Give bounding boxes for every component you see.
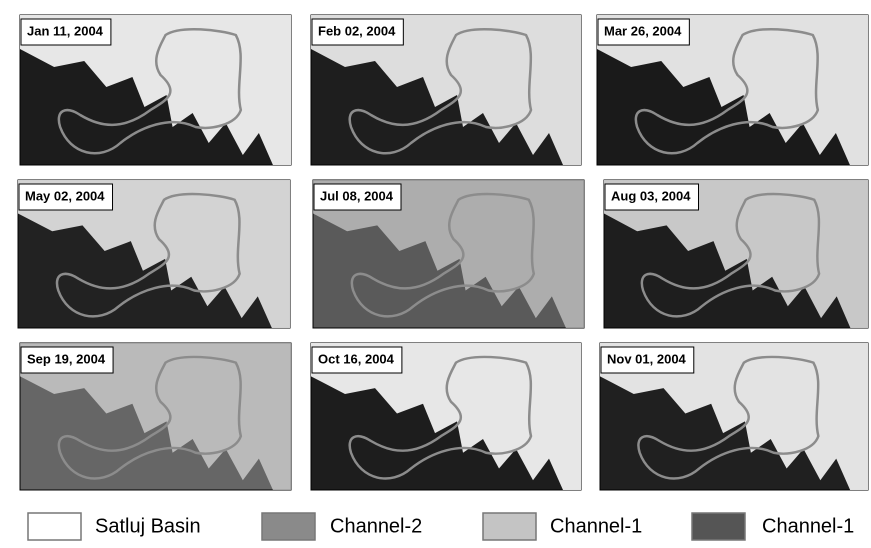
panel-date: May 02, 2004 [25, 188, 105, 203]
legend-label: Channel-1 [762, 515, 854, 537]
legend-swatch [692, 513, 745, 540]
satellite-panel: Nov 01, 2004 [600, 343, 868, 490]
satellite-panel: Oct 16, 2004 [311, 343, 581, 490]
panel-date: Nov 01, 2004 [607, 351, 687, 366]
figure: Jan 11, 2004 Feb 02, 2004 Mar 26, 2004 May … [0, 0, 871, 548]
panel-date: Oct 16, 2004 [318, 351, 395, 366]
panel-date: Sep 19, 2004 [27, 351, 106, 366]
satellite-panel: Aug 03, 2004 [604, 180, 868, 328]
panel-date: Mar 26, 2004 [604, 23, 682, 38]
legend-label: Channel-2 [330, 515, 422, 537]
panel-date: Aug 03, 2004 [611, 188, 691, 203]
satellite-panel: Feb 02, 2004 [311, 15, 581, 165]
panel-date: Feb 02, 2004 [318, 23, 396, 38]
satellite-panel: Jan 11, 2004 [20, 15, 291, 165]
panel-date: Jan 11, 2004 [27, 23, 104, 38]
legend-swatch [28, 513, 81, 540]
legend-label: Satluj Basin [95, 515, 201, 537]
legend-label: Channel-1 [550, 515, 642, 537]
satellite-panel: Jul 08, 2004 [313, 180, 584, 328]
satellite-panel: Sep 19, 2004 [20, 343, 291, 490]
satellite-panel: Mar 26, 2004 [597, 15, 868, 165]
satellite-panel: May 02, 2004 [18, 180, 290, 328]
legend-swatch [483, 513, 536, 540]
panel-date: Jul 08, 2004 [320, 188, 394, 203]
legend-swatch [262, 513, 315, 540]
